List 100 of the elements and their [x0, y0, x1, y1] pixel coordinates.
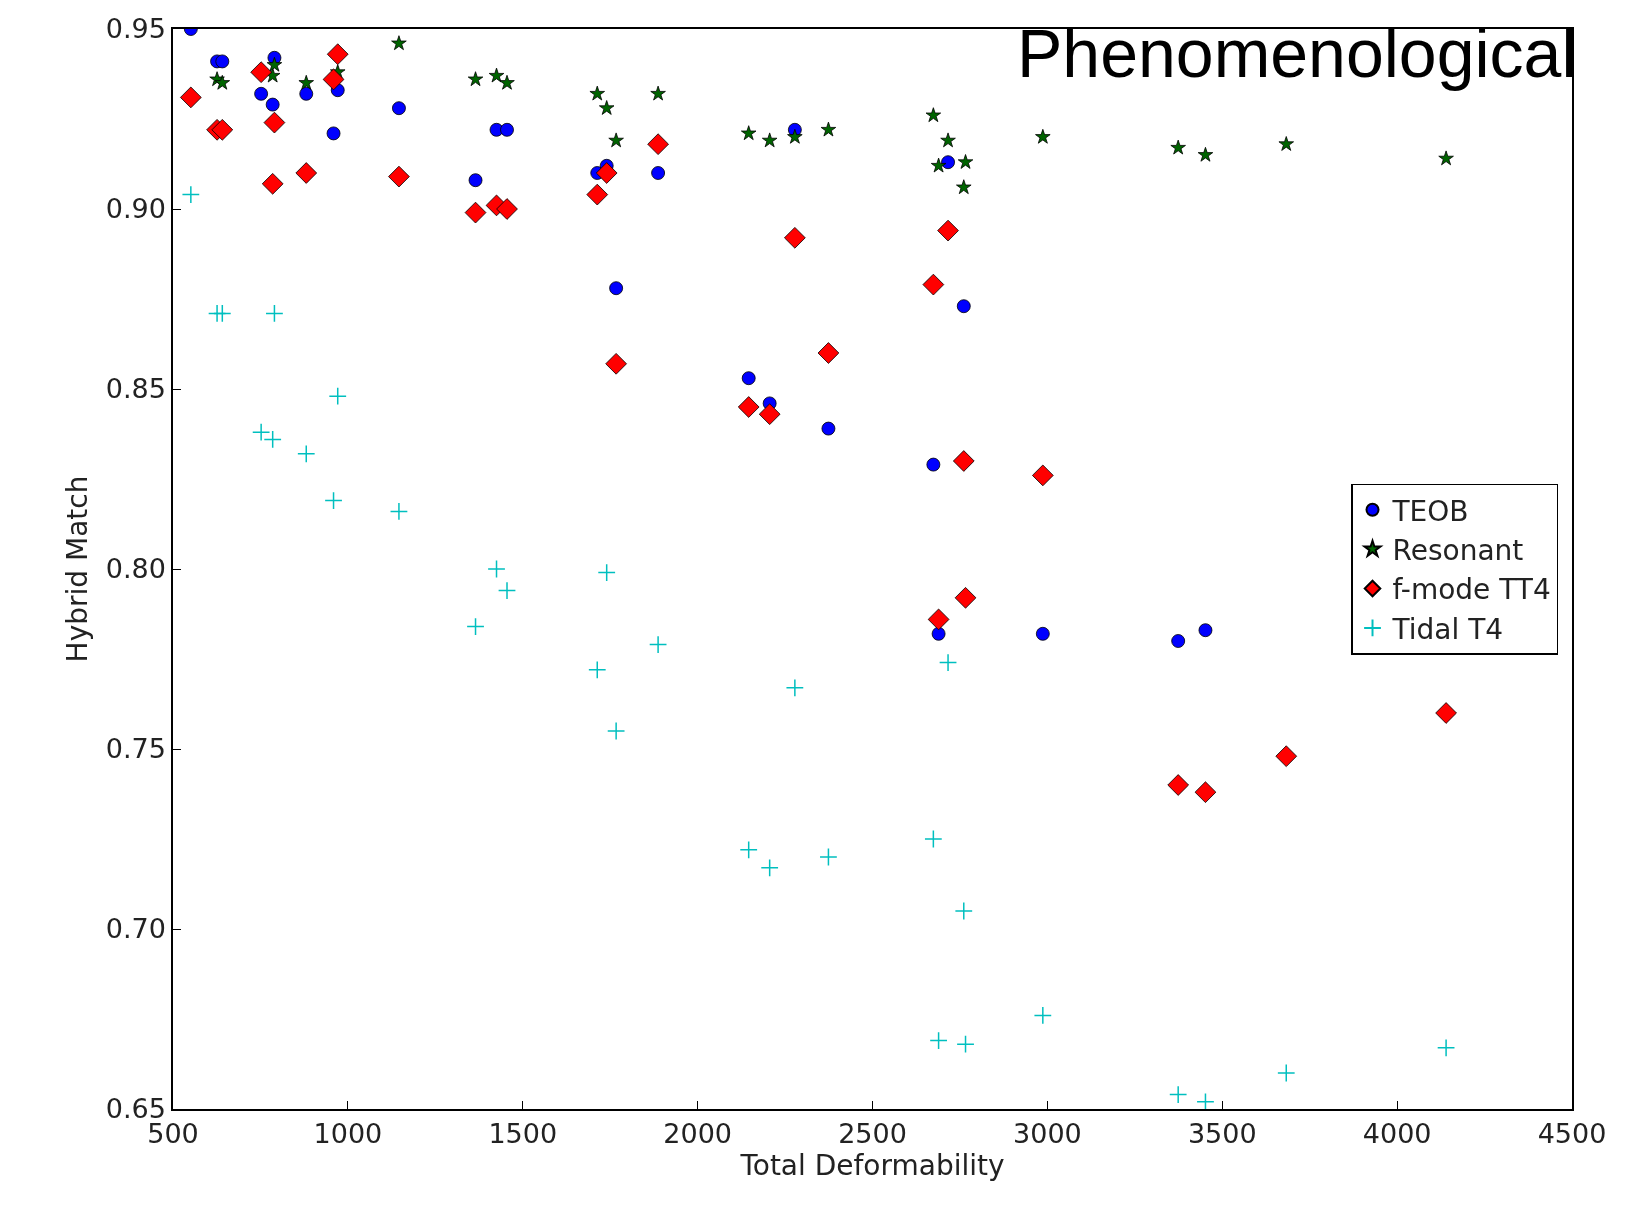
point — [821, 421, 836, 436]
point — [322, 68, 345, 91]
point — [328, 387, 347, 406]
y-tick-label: 0.75 — [105, 733, 166, 765]
point — [180, 86, 202, 109]
x-tick-label: 2500 — [838, 1118, 907, 1150]
point — [608, 132, 624, 148]
point — [926, 457, 941, 472]
point — [326, 43, 349, 65]
point — [784, 227, 806, 249]
legend-label: Tidal T4 — [1391, 612, 1504, 646]
legend-label: TEOB — [1391, 494, 1469, 528]
x-tick-label: 2000 — [663, 1118, 732, 1150]
point — [1035, 128, 1051, 144]
point — [295, 162, 318, 184]
point — [927, 608, 950, 631]
point — [598, 100, 615, 115]
chart-title: Phenomenological — [1017, 15, 1577, 91]
point — [956, 1035, 975, 1054]
x-tick-label: 4500 — [1537, 1118, 1607, 1150]
point — [499, 74, 515, 90]
point — [1438, 150, 1454, 166]
point — [597, 563, 616, 582]
point — [785, 678, 805, 697]
point — [181, 185, 200, 204]
point — [1170, 139, 1186, 155]
point — [760, 858, 779, 877]
point — [263, 111, 286, 134]
point — [324, 491, 343, 510]
point — [586, 183, 609, 206]
point — [1196, 1092, 1215, 1109]
point — [1032, 464, 1054, 487]
point — [941, 155, 955, 170]
point — [265, 304, 284, 323]
point — [761, 132, 778, 148]
point — [299, 86, 314, 101]
point — [589, 85, 605, 101]
y-tick-label: 0.80 — [105, 553, 166, 585]
point — [215, 54, 230, 69]
point — [391, 35, 407, 51]
point — [650, 85, 666, 101]
point — [954, 901, 973, 921]
point — [925, 107, 942, 123]
x-tick-label: 4000 — [1362, 1118, 1432, 1150]
point — [1194, 781, 1217, 803]
point — [389, 502, 409, 521]
point — [1035, 626, 1050, 641]
point — [1167, 774, 1189, 796]
point — [297, 444, 316, 463]
point — [819, 847, 838, 867]
point — [500, 122, 514, 137]
point — [392, 101, 406, 116]
point — [737, 396, 760, 418]
point — [265, 97, 280, 112]
point — [938, 653, 958, 672]
point — [922, 273, 945, 296]
point — [956, 179, 972, 195]
point — [1198, 623, 1213, 638]
point — [496, 198, 518, 220]
point — [1278, 136, 1294, 151]
point — [466, 617, 485, 636]
point — [266, 56, 283, 72]
point — [952, 450, 975, 472]
point — [1277, 1063, 1296, 1083]
point — [487, 559, 506, 579]
point — [1033, 1006, 1052, 1025]
point — [954, 587, 977, 609]
point — [1435, 702, 1457, 724]
point — [1171, 634, 1186, 648]
point — [464, 201, 487, 224]
x-axis-title: Total Deformability — [739, 1149, 1005, 1183]
point — [957, 154, 974, 169]
y-tick-label: 0.90 — [105, 193, 166, 225]
point — [298, 74, 314, 90]
point — [606, 721, 626, 741]
point — [930, 157, 947, 173]
point — [820, 121, 837, 137]
legend-label: f-mode TT4 — [1392, 573, 1551, 607]
point — [214, 74, 231, 90]
y-tick-label: 0.95 — [105, 13, 166, 45]
point — [1197, 146, 1214, 162]
point — [787, 128, 803, 144]
point — [929, 1031, 948, 1050]
point — [817, 342, 840, 364]
point — [648, 635, 668, 654]
point — [326, 126, 341, 141]
point — [605, 353, 627, 375]
point — [609, 281, 624, 296]
point — [467, 71, 484, 87]
point — [758, 403, 781, 425]
x-tick-label: 1500 — [488, 1118, 558, 1150]
point — [497, 581, 517, 600]
point — [1169, 1085, 1188, 1104]
point — [468, 173, 483, 188]
y-tick-label: 0.70 — [105, 913, 166, 945]
x-tick-label: 3000 — [1013, 1118, 1082, 1150]
point — [937, 219, 959, 242]
point — [595, 162, 618, 184]
point — [956, 299, 971, 314]
x-tick-label: 1000 — [313, 1118, 383, 1150]
